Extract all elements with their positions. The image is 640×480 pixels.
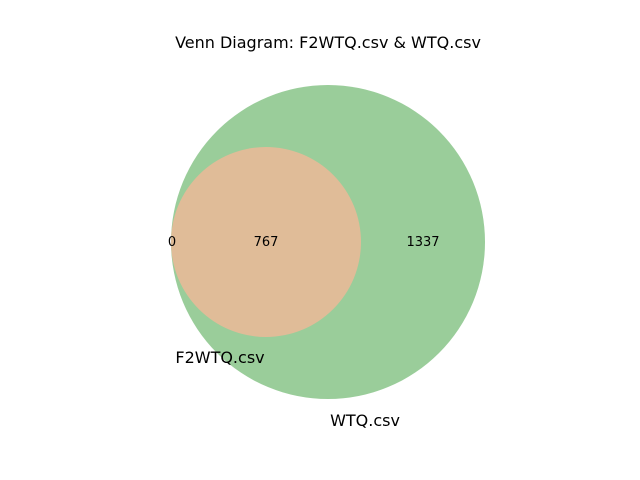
region-count-both: 767 [254,235,279,250]
region-count-only-f2wtq: 0 [168,235,176,250]
region-count-only-wtq: 1337 [406,235,439,250]
set-label-wtq: WTQ.csv [330,411,400,430]
set-circle-f2wtq [171,147,361,337]
set-label-f2wtq: F2WTQ.csv [175,348,264,367]
diagram-title: Venn Diagram: F2WTQ.csv & WTQ.csv [175,33,481,52]
